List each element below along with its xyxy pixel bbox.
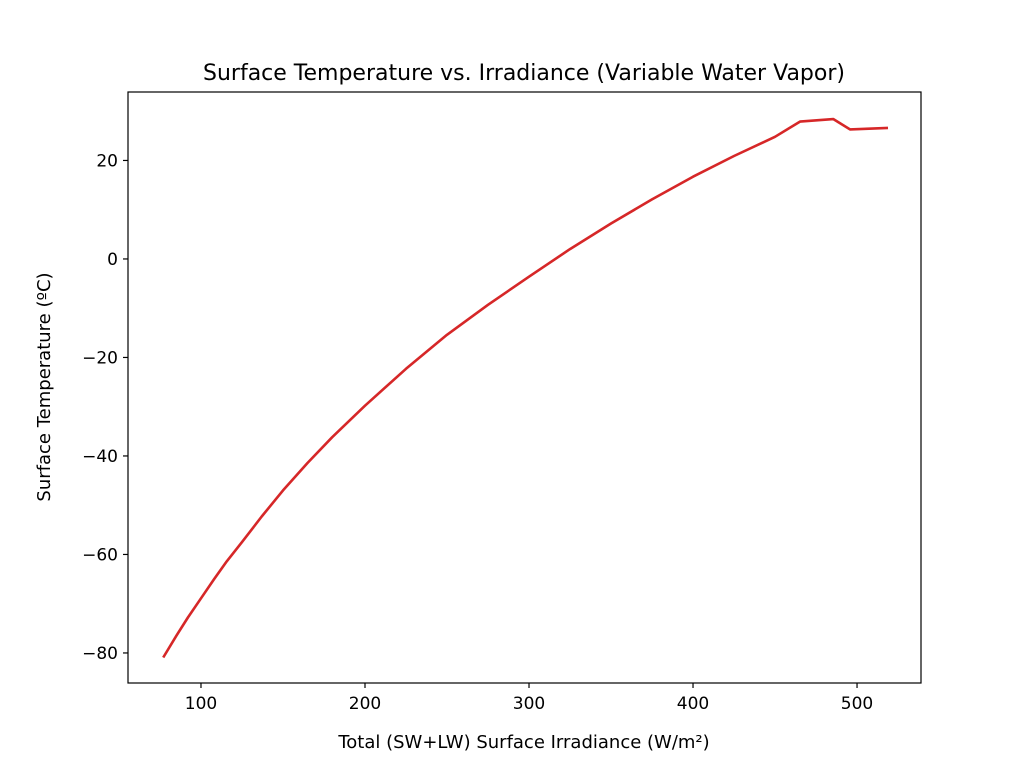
y-axis-label: Surface Temperature (ºC)	[34, 272, 55, 501]
chart-title: Surface Temperature vs. Irradiance (Vari…	[203, 61, 845, 86]
x-tick-label: 100	[185, 694, 217, 714]
x-tick-label: 200	[349, 694, 381, 714]
x-axis-label: Total (SW+LW) Surface Irradiance (W/m²)	[337, 732, 709, 753]
axes-frame	[127, 91, 922, 684]
x-tick-label: 500	[841, 694, 873, 714]
y-tick-label: −80	[82, 644, 118, 664]
x-axis: 100 200 300 400 500	[185, 683, 873, 714]
plot-area	[127, 91, 922, 684]
x-tick-label: 400	[677, 694, 709, 714]
series-line	[162, 117, 889, 659]
y-tick-label: 20	[96, 151, 118, 171]
x-tick-label: 300	[513, 694, 545, 714]
y-tick-label: −40	[82, 447, 118, 467]
y-tick-label: −60	[82, 545, 118, 565]
y-axis: −80 −60 −40 −20 0 20	[82, 151, 128, 664]
y-tick-label: −20	[82, 348, 118, 368]
series-layer	[162, 117, 889, 659]
y-tick-label: 0	[107, 250, 118, 270]
